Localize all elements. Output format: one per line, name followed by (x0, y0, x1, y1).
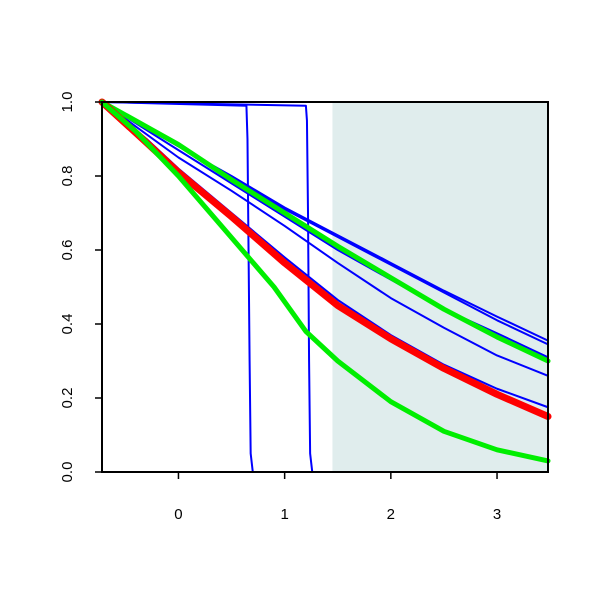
series-line-2 (101, 101, 549, 473)
x-tick-label: 3 (493, 506, 501, 523)
y-tick-label: 0.2 (59, 388, 76, 409)
x-tick-label: 1 (280, 506, 288, 523)
plot-frame (101, 101, 549, 473)
x-tick-label: 2 (387, 506, 395, 523)
y-tick-label: 0.0 (59, 462, 76, 483)
series-layer (98, 98, 552, 473)
series-line-1 (101, 101, 549, 473)
x-axis: 0 1 2 3 (174, 472, 501, 523)
series-line-8 (99, 99, 551, 364)
y-tick-label: 0.8 (59, 166, 76, 187)
y-tick-label: 0.6 (59, 240, 76, 261)
y-tick-label: 0.4 (59, 314, 76, 335)
series-line-10 (99, 99, 551, 464)
shaded-region-layer (332, 102, 548, 472)
y-tick-label: 1.0 (59, 92, 76, 113)
x-tick-label: 0 (174, 506, 182, 523)
series-line-6 (101, 101, 549, 377)
y-axis: 0.0 0.2 0.4 0.6 0.8 1.0 (59, 92, 102, 483)
shaded-region (332, 102, 548, 472)
